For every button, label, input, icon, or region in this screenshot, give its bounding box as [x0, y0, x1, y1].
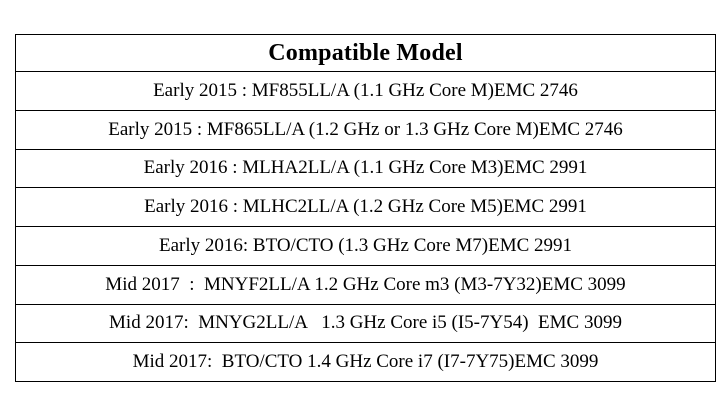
table-row: Mid 2017: BTO/CTO 1.4 GHz Core i7 (I7-7Y…	[132, 351, 599, 373]
table-row: Early 2016 : MLHC2LL/A (1.2 GHz Core M5)…	[16, 188, 715, 227]
table-row: Mid 2017 : MNYF2LL/A 1.2 GHz Core m3 (M3…	[16, 266, 715, 305]
table-row: Early 2016 : MLHA2LL/A (1.1 GHz Core M3)…	[16, 150, 715, 189]
table-row: Early 2015 : MF865LL/A (1.2 GHz or 1.3 G…	[16, 111, 715, 150]
table-row: Mid 2017: MNYG2LL/A 1.3 GHz Core i5 (I5-…	[16, 305, 715, 344]
table-header: Compatible Model	[16, 35, 715, 72]
compatible-model-table: Compatible Model Early 2015 : MF855LL/A …	[15, 34, 716, 382]
table-row: Early 2015 : MF855LL/A (1.1 GHz Core M)E…	[16, 72, 715, 111]
table-row: Early 2016: BTO/CTO (1.3 GHz Core M7)EMC…	[16, 227, 715, 266]
